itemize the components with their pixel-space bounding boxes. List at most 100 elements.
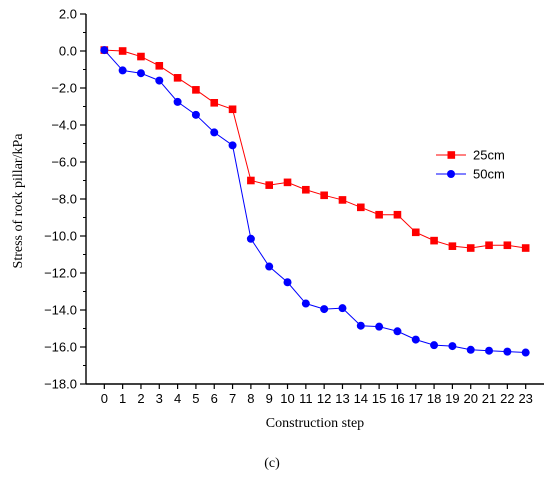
legend-item: 25cm: [436, 148, 505, 163]
x-tick-label: 16: [390, 391, 404, 406]
x-tick-label: 15: [372, 391, 386, 406]
data-point: [430, 236, 438, 245]
data-point: [338, 304, 347, 313]
legend-label: 25cm: [473, 148, 505, 163]
data-point: [466, 345, 475, 354]
y-tick-label: 2.0: [59, 7, 77, 22]
y-axis-title: Stress of rock pillar/kPa: [11, 133, 26, 269]
data-point: [357, 203, 365, 212]
x-tick-label: 14: [354, 391, 368, 406]
data-point: [375, 322, 384, 331]
x-tick-label: 21: [482, 391, 496, 406]
data-point: [192, 86, 200, 94]
legend-item: 50cm: [436, 167, 505, 182]
x-tick-label: 9: [266, 391, 273, 406]
series-25cm: [100, 46, 530, 252]
data-point: [393, 327, 402, 336]
x-tick-label: 17: [409, 391, 423, 406]
x-tick-label: 8: [247, 391, 254, 406]
x-tick-label: 23: [518, 391, 532, 406]
data-point: [118, 66, 127, 75]
data-point: [430, 341, 439, 350]
legend-marker: [447, 170, 455, 178]
data-point: [137, 52, 145, 61]
y-tick-label: −2.0: [51, 81, 77, 96]
x-tick-label: 1: [119, 391, 126, 406]
data-point: [503, 241, 512, 250]
x-tick-label: 6: [211, 391, 218, 406]
series-layer: [100, 46, 530, 357]
x-tick-label: 13: [335, 391, 349, 406]
y-tick-label: −10.0: [44, 229, 77, 244]
x-tick-label: 3: [156, 391, 163, 406]
y-tick-label: −4.0: [51, 118, 77, 133]
series-50cm: [100, 46, 530, 357]
data-point: [485, 241, 493, 250]
x-tick-label: 2: [137, 391, 144, 406]
y-axis-ticks: 2.0 0.0 −2.0 −4.0 −6.0 −8.0 −10.0 −12.0 −14.0 −16…: [44, 7, 86, 392]
x-tick-label: 12: [317, 391, 331, 406]
data-point: [356, 321, 365, 330]
data-point: [521, 244, 530, 252]
data-point: [246, 234, 255, 243]
x-tick-label: 7: [229, 391, 236, 406]
data-point: [375, 210, 383, 219]
data-point: [485, 346, 494, 355]
data-point: [228, 105, 237, 114]
y-tick-label: −18.0: [44, 377, 77, 392]
series-line: [104, 49, 526, 249]
x-tick-label: 18: [427, 391, 441, 406]
data-point: [283, 178, 292, 187]
x-tick-label: 11: [299, 391, 313, 406]
y-tick-label: −12.0: [44, 266, 77, 281]
data-point: [136, 69, 145, 78]
data-point: [320, 305, 329, 314]
data-point: [173, 97, 182, 106]
data-point: [210, 128, 219, 137]
data-point: [155, 76, 164, 85]
y-tick-label: −16.0: [44, 340, 77, 355]
data-point: [302, 185, 310, 194]
x-axis-title: Construction step: [266, 416, 364, 431]
legend-marker: [447, 151, 456, 159]
x-tick-label: 5: [192, 391, 199, 406]
y-tick-label: −14.0: [44, 303, 77, 318]
x-axis-ticks: 0 1 2 3 4 5 6 7 8 9 10 11 12 13 14 15 16 17 18 19 20 21 22 23: [101, 384, 533, 406]
data-point: [393, 210, 402, 219]
y-tick-label: 0.0: [59, 44, 77, 59]
data-point: [228, 141, 237, 150]
data-point: [503, 347, 512, 356]
axes: [85, 14, 544, 385]
data-point: [320, 191, 328, 200]
data-point: [247, 176, 255, 185]
data-point: [283, 278, 292, 287]
data-point: [301, 299, 310, 308]
y-tick-label: −6.0: [51, 155, 77, 170]
data-point: [118, 47, 127, 55]
data-point: [411, 335, 420, 344]
data-point: [466, 244, 475, 252]
data-point: [210, 99, 219, 107]
data-point: [411, 228, 420, 237]
data-point: [191, 110, 200, 119]
series-line: [103, 49, 526, 354]
legend: 25cm 50cm: [436, 148, 505, 182]
x-tick-label: 19: [445, 391, 459, 406]
y-tick-label: −8.0: [51, 192, 77, 207]
data-point: [265, 262, 274, 271]
data-point: [448, 342, 457, 351]
legend-label: 50cm: [473, 167, 505, 182]
x-tick-label: 22: [500, 391, 514, 406]
panel-label: (c): [264, 456, 280, 471]
data-point: [155, 62, 164, 70]
x-tick-label: 20: [463, 391, 477, 406]
data-point: [338, 196, 347, 204]
x-tick-label: 10: [280, 391, 294, 406]
x-tick-label: 4: [174, 391, 181, 406]
x-tick-label: 0: [101, 391, 108, 406]
data-point: [100, 46, 109, 55]
data-point: [173, 74, 182, 82]
data-point: [448, 242, 457, 250]
data-point: [521, 348, 530, 357]
